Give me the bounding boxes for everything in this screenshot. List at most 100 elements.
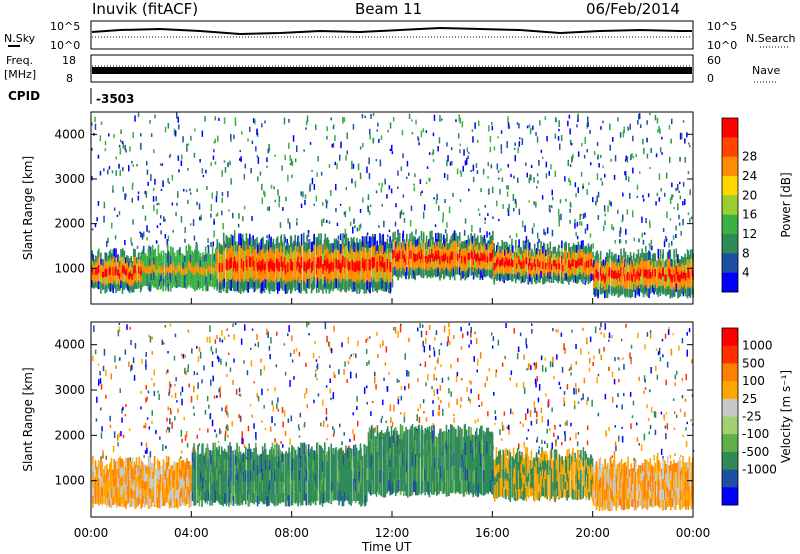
velocity-echo	[256, 393, 258, 398]
power-echo-cell	[160, 258, 163, 266]
power-echo-cell	[363, 282, 366, 294]
power-echo-cell	[320, 233, 322, 245]
velocity-echo	[621, 426, 623, 429]
power-echo-cell	[480, 269, 482, 279]
power-echo-cell	[131, 280, 133, 287]
power-echo-cell	[523, 245, 525, 254]
velocity-echo	[143, 455, 145, 458]
power-echo-cell	[335, 268, 338, 279]
power-echo-cell	[527, 239, 530, 249]
power-echo-cell	[197, 265, 200, 273]
power-echo-cell	[428, 261, 430, 270]
power-echo-cell	[511, 273, 513, 282]
power-echo	[565, 198, 567, 202]
power-echo	[622, 214, 624, 221]
velocity-echo	[669, 454, 672, 459]
velocity-echo	[98, 379, 100, 386]
power-echo-cell	[104, 252, 106, 261]
power-echo-cell	[508, 258, 511, 266]
power-echo-cell	[132, 283, 135, 293]
velocity-echo-cell	[180, 469, 183, 479]
power-echo-cell	[528, 258, 531, 266]
velocity-echo	[162, 444, 164, 451]
velocity-echo-cell	[178, 458, 181, 468]
velocity-echo	[643, 375, 646, 380]
power-echo	[468, 188, 470, 192]
velocity-echo-cell	[197, 444, 199, 456]
velocity-echo-cell	[135, 477, 138, 488]
power-echo	[132, 219, 134, 225]
power-echo-cell	[165, 260, 167, 267]
power-echo-cell	[325, 249, 328, 261]
power-echo-cell	[100, 285, 102, 294]
velocity-echo	[171, 422, 173, 429]
power-echo-cell	[670, 266, 673, 274]
velocity-echo	[523, 441, 525, 448]
power-echo	[296, 221, 298, 226]
velocity-echo	[425, 417, 428, 422]
power-echo	[388, 229, 391, 232]
velocity-echo	[276, 331, 278, 336]
power-echo	[418, 142, 420, 146]
power-echo-cell	[233, 256, 236, 268]
velocity-echo-cell	[153, 494, 156, 505]
power-echo-cell	[201, 275, 203, 282]
velocity-echo-cell	[107, 490, 109, 499]
power-echo-cell	[545, 256, 547, 263]
power-echo	[672, 194, 674, 198]
power-echo-cell	[501, 241, 504, 250]
power-echo	[210, 162, 212, 167]
velocity-echo	[181, 450, 183, 454]
power-echo-cell	[218, 262, 221, 273]
velocity-echo	[533, 401, 535, 408]
power-echo-cell	[119, 284, 121, 291]
velocity-echo-cell	[202, 443, 204, 455]
power-echo-cell	[549, 271, 552, 279]
power-echo	[422, 128, 425, 133]
power-echo-cell	[127, 255, 129, 263]
power-echo	[256, 128, 258, 136]
velocity-echo	[495, 373, 497, 378]
power-echo-cell	[351, 260, 354, 271]
power-echo-cell	[633, 268, 635, 277]
power-echo	[401, 129, 404, 136]
velocity-echo	[155, 429, 157, 435]
power-echo-cell	[298, 272, 301, 283]
power-echo	[394, 221, 397, 227]
power-echo	[459, 170, 462, 174]
power-echo	[437, 146, 439, 152]
velocity-echo	[455, 375, 458, 383]
power-echo	[213, 230, 215, 238]
power-echo	[617, 117, 619, 122]
velocity-echo	[330, 348, 333, 354]
power-echo-cell	[167, 258, 170, 267]
power-echo	[256, 155, 259, 158]
power-echo-cell	[446, 269, 449, 277]
power-echo-cell	[675, 265, 678, 275]
velocity-echo	[232, 380, 234, 385]
power-echo-cell	[436, 246, 439, 255]
power-echo-cell	[318, 268, 320, 281]
power-echo-cell	[100, 259, 102, 265]
power-echo	[678, 190, 680, 193]
velocity-echo-cell	[190, 499, 192, 507]
power-echo-cell	[552, 247, 555, 254]
power-echo	[222, 223, 224, 230]
power-echo	[114, 235, 117, 240]
velocity-echo-cell	[190, 475, 192, 484]
power-echo-cell	[172, 247, 174, 256]
power-echo-cell	[496, 266, 498, 274]
velocity-echo-cell	[166, 486, 169, 495]
power-echo	[131, 184, 134, 190]
power-echo-cell	[628, 281, 631, 290]
power-echo	[181, 154, 183, 160]
power-echo-cell	[527, 276, 530, 283]
power-echo-cell	[312, 280, 314, 291]
power-echo-cell	[123, 258, 126, 267]
power-echo-cell	[501, 249, 504, 258]
velocity-echo	[322, 420, 325, 428]
power-echo-cell	[455, 233, 457, 242]
power-echo-cell	[558, 269, 561, 276]
power-echo-cell	[261, 271, 263, 283]
power-echo-cell	[480, 235, 482, 244]
